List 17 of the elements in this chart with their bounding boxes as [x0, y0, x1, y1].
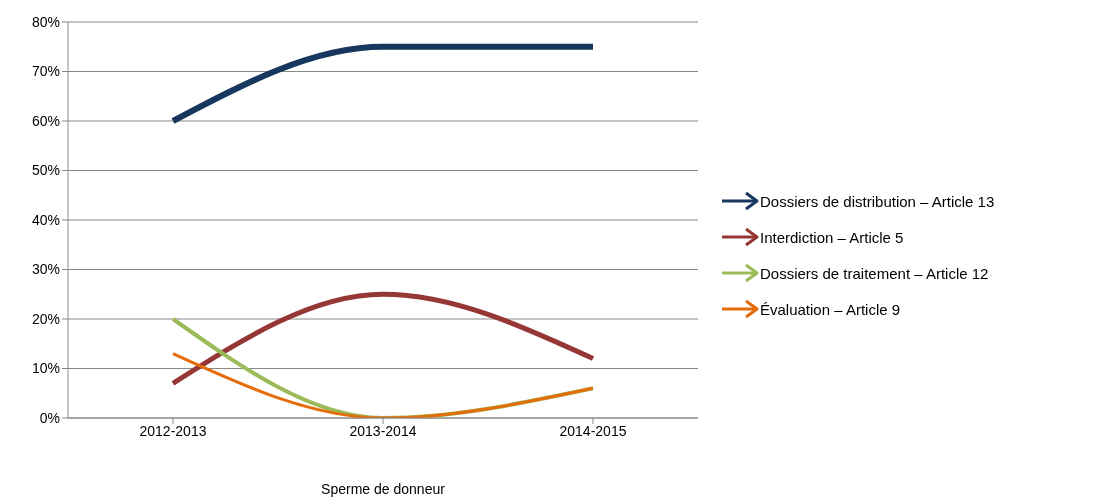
legend-label: Interdiction – Article 5	[760, 228, 904, 246]
x-axis-title: Sperme de donneur	[321, 481, 446, 497]
y-tick-label: 40%	[31, 211, 60, 228]
y-tick-label: 80%	[31, 13, 60, 30]
legend-label: Dossiers de distribution – Article 13	[760, 192, 995, 210]
y-tick-label: 10%	[31, 360, 60, 377]
y-tick-label: 70%	[31, 63, 60, 80]
x-tick-label: 2013-2014	[349, 422, 417, 439]
x-tick-label: 2012-2013	[139, 422, 207, 439]
legend-label: Dossiers de traitement – Article 12	[760, 264, 989, 282]
y-tick-label: 60%	[31, 112, 60, 129]
y-tick-label: 30%	[31, 261, 60, 278]
y-tick-label: 0%	[39, 409, 60, 426]
x-tick-label: 2014-2015	[559, 422, 627, 439]
y-tick-label: 50%	[31, 162, 60, 179]
y-tick-label: 20%	[31, 310, 60, 327]
legend-label: Évaluation – Article 9	[760, 300, 901, 318]
